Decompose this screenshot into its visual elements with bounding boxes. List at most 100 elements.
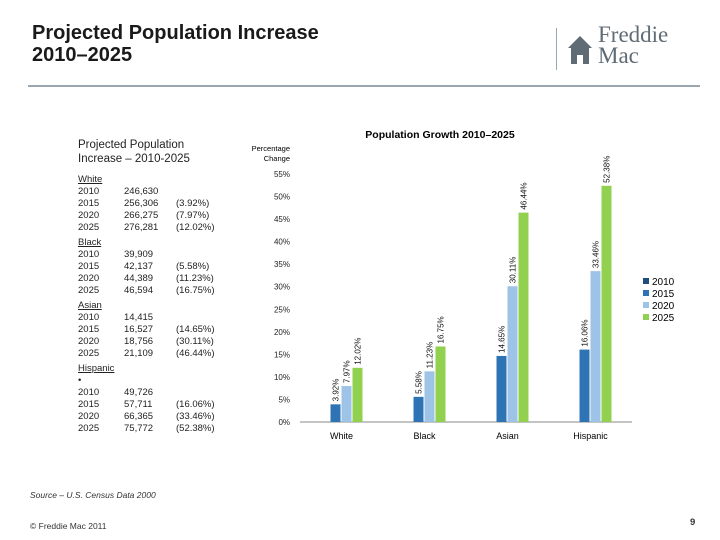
y-tick-label: 45% [274, 215, 290, 224]
panel-row: 2020 266,275 (7.97%) [78, 210, 248, 222]
x-tick-label: Hispanic [573, 431, 608, 441]
panel-row: 2025 21,109 (46.44%) [78, 348, 248, 360]
panel-row: 2010 14,415 [78, 312, 248, 324]
panel-year: 2020 [78, 336, 100, 347]
y-tick-label: 20% [274, 328, 290, 337]
panel-title-line1: Projected Population [78, 139, 185, 151]
header-rule [28, 85, 700, 87]
panel-row: 2020 44,389 (11.23%) [78, 273, 248, 285]
logo-text: Freddie Mac [598, 22, 669, 67]
y-tick-label: 55% [274, 170, 290, 179]
bar-white-2020 [341, 386, 352, 422]
data-label: 30.11% [509, 257, 518, 284]
data-label: 14.65% [497, 326, 506, 353]
bar-black-2015 [413, 396, 424, 422]
panel-year: 2020 [78, 411, 100, 422]
y-tick-label: 50% [274, 193, 290, 202]
y-tick-label: 5% [278, 395, 290, 404]
panel-year: 2025 [78, 222, 100, 233]
panel-row: 2015 42,137 (5.58%) [78, 261, 248, 273]
panel-year: 2020 [78, 210, 100, 221]
panel-group-label: Asian [78, 300, 102, 311]
legend-label: 2015 [652, 289, 675, 300]
panel-year: 2010 [78, 186, 100, 197]
panel-title-line2: Increase – 2010-2025 [78, 153, 190, 165]
panel-row: 2015 57,711 (16.06%) [78, 399, 248, 411]
y-tick-label: 15% [274, 350, 290, 359]
data-label: 3.92% [332, 379, 341, 402]
panel-value: 57,711 [124, 399, 153, 410]
panel-percent: (5.58%) [176, 261, 210, 272]
legend-swatch-2015 [643, 290, 649, 296]
x-tick-label: Asian [496, 431, 519, 441]
panel-percent: (16.75%) [176, 285, 215, 296]
panel-row: • [78, 375, 248, 387]
data-label: 7.97% [343, 360, 352, 383]
panel-group-hispanic: Hispanic • 2010 49,726 2015 57,711 (16.06%) 202… [78, 363, 248, 435]
bar-hispanic-2015 [579, 349, 590, 422]
page-title: Projected Population Increase 2010–2025 [32, 22, 319, 66]
panel-row: 2015 16,527 (14.65%) [78, 324, 248, 336]
data-label: 52.38% [603, 156, 612, 183]
panel-value: 256,306 [124, 198, 159, 209]
panel-percent: (3.92%) [176, 198, 210, 209]
panel-year: 2010 [78, 312, 100, 323]
panel-year: 2015 [78, 261, 100, 272]
page-title-line2: 2010–2025 [32, 44, 133, 66]
panel-row: 2015 256,306 (3.92%) [78, 198, 248, 210]
panel-year: 2025 [78, 348, 100, 359]
chart-title: Population Growth 2010–2025 [365, 129, 515, 141]
panel-percent: (33.46%) [176, 411, 215, 422]
panel-year: 2015 [78, 198, 100, 209]
panel-value: 66,365 [124, 411, 154, 422]
panel-row: 2025 46,594 (16.75%) [78, 285, 248, 297]
legend-label: 2020 [652, 301, 675, 312]
panel-group-white: White 2010 246,630 2015 256,306 (3.92%) 2020 26… [78, 174, 248, 234]
panel-row: 2010 49,726 [78, 387, 248, 399]
page-title-line1: Projected Population Increase [32, 22, 319, 44]
bar-asian-2025 [518, 212, 529, 422]
panel-value: 21,109 [124, 348, 154, 359]
panel-value: 39,909 [124, 249, 154, 260]
logo-line1: Freddie [598, 22, 669, 47]
legend-swatch-2020 [643, 302, 649, 308]
panel-percent: (16.06%) [176, 399, 215, 410]
panel-row: 2025 276,281 (12.02%) [78, 222, 248, 234]
panel-percent: (14.65%) [176, 324, 215, 335]
data-label: 11.23% [426, 342, 435, 369]
panel-value: 14,415 [124, 312, 154, 323]
panel-row: 2010 246,630 [78, 186, 248, 198]
bar-asian-2015 [496, 355, 507, 422]
data-label: 12.02% [354, 338, 363, 365]
panel-group-asian: Asian 2010 14,415 2015 16,527 (14.65%) 2020 18,… [78, 300, 248, 360]
y-tick-label: 25% [274, 305, 290, 314]
panel-year: 2020 [78, 273, 100, 284]
panel-value: 276,281 [124, 222, 159, 233]
bar-white-2015 [330, 404, 341, 422]
panel-group-label: Black [78, 237, 102, 248]
panel-row: 2020 18,756 (30.11%) [78, 336, 248, 348]
y-tick-label: 10% [274, 373, 290, 382]
data-label: 33.46% [592, 241, 601, 268]
panel-groups: White 2010 246,630 2015 256,306 (3.92%) 2020 26… [78, 174, 248, 435]
panel-percent: (52.38%) [176, 423, 215, 434]
panel-year: 2025 [78, 423, 100, 434]
bar-black-2025 [435, 346, 446, 422]
panel-percent: (12.02%) [176, 222, 215, 233]
copyright: © Freddie Mac 2011 [30, 521, 107, 531]
bar-hispanic-2020 [590, 271, 601, 422]
legend-swatch-2025 [643, 314, 649, 320]
y-tick-label: 0% [278, 418, 290, 427]
panel-title: Projected Population Increase – 2010-202… [78, 138, 248, 166]
panel-value: 49,726 [124, 387, 154, 398]
panel-row: 2010 39,909 [78, 249, 248, 261]
x-tick-label: White [330, 431, 353, 441]
bar-white-2025 [352, 367, 363, 422]
bar-hispanic-2025 [601, 185, 612, 422]
panel-value: 246,630 [124, 186, 159, 197]
page-number: 9 [690, 517, 696, 528]
source-note: Source – U.S. Census Data 2000 [30, 490, 156, 500]
data-label: 5.58% [415, 371, 424, 394]
y-axis-label: Percentage [252, 144, 290, 153]
